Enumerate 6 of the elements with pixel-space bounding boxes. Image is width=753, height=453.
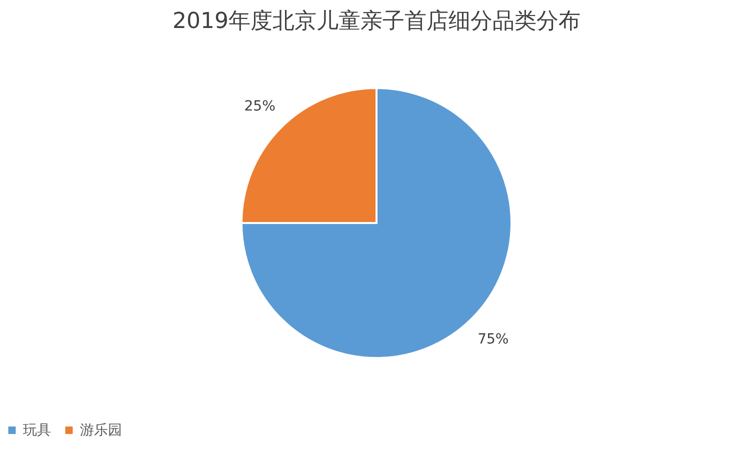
legend-label: 游乐园 (80, 422, 122, 438)
data-label: 75% (478, 332, 509, 348)
chart-title: 2019年度北京儿童亲子首店细分品类分布 (172, 9, 580, 34)
legend-label: 玩具 (23, 422, 51, 438)
data-label: 25% (244, 98, 276, 114)
pie-slice (240, 87, 512, 359)
